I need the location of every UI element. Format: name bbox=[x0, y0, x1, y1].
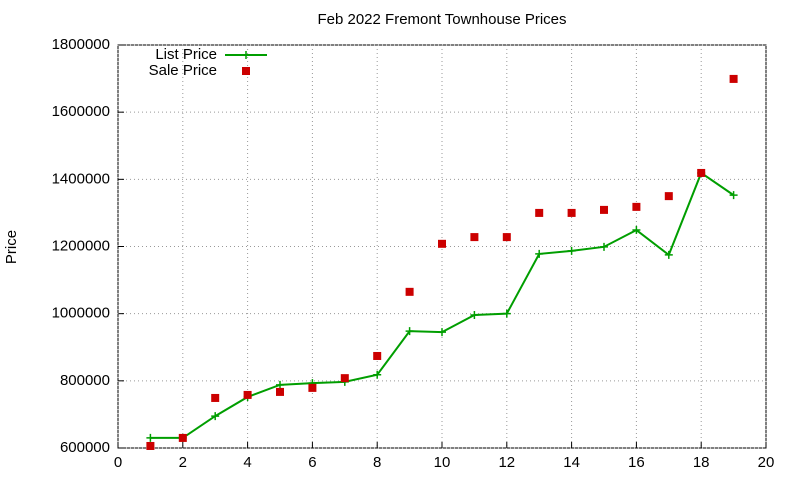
data-point bbox=[664, 192, 673, 201]
y-tick-label: 600000 bbox=[60, 439, 110, 456]
data-point bbox=[146, 441, 155, 450]
data-point bbox=[373, 351, 382, 360]
data-point bbox=[632, 202, 641, 211]
data-point bbox=[211, 393, 220, 402]
data-point bbox=[211, 412, 220, 421]
chart-title: Feb 2022 Fremont Townhouse Prices bbox=[317, 11, 566, 28]
y-tick-label: 1800000 bbox=[52, 36, 110, 53]
legend-label: Sale Price bbox=[149, 62, 217, 79]
data-point bbox=[276, 380, 284, 389]
x-tick-label: 18 bbox=[693, 454, 710, 471]
data-point bbox=[729, 191, 738, 200]
data-point bbox=[438, 239, 446, 248]
y-axis-label: Price bbox=[3, 230, 20, 264]
y-tick-label: 1400000 bbox=[52, 170, 110, 187]
legend-label: List Price bbox=[155, 46, 217, 63]
data-point bbox=[697, 168, 706, 177]
data-point bbox=[470, 233, 479, 242]
data-point bbox=[308, 383, 317, 392]
data-point bbox=[146, 433, 155, 442]
x-tick-label: 0 bbox=[114, 454, 122, 471]
x-tick-label: 10 bbox=[434, 454, 451, 471]
data-point bbox=[438, 328, 446, 337]
legend-marker bbox=[242, 67, 250, 75]
data-point bbox=[373, 370, 382, 379]
y-tick-label: 1000000 bbox=[52, 305, 110, 322]
y-tick-label: 1600000 bbox=[52, 103, 110, 120]
data-point bbox=[632, 226, 641, 235]
x-tick-label: 2 bbox=[179, 454, 187, 471]
data-point bbox=[502, 309, 511, 318]
data-point bbox=[535, 249, 544, 258]
x-tick-label: 12 bbox=[498, 454, 515, 471]
x-tick-label: 6 bbox=[308, 454, 316, 471]
data-point bbox=[535, 208, 544, 217]
x-tick-label: 8 bbox=[373, 454, 381, 471]
x-tick-label: 4 bbox=[243, 454, 251, 471]
data-point bbox=[600, 242, 608, 251]
legend-marker bbox=[242, 51, 250, 59]
data-point bbox=[567, 246, 576, 255]
data-point bbox=[502, 233, 511, 242]
data-point bbox=[567, 208, 576, 217]
data-point bbox=[470, 311, 479, 320]
data-point bbox=[405, 327, 414, 336]
data-point bbox=[664, 250, 673, 259]
data-point bbox=[276, 387, 284, 396]
x-tick-label: 20 bbox=[758, 454, 775, 471]
y-tick-label: 1200000 bbox=[52, 237, 110, 254]
data-point bbox=[600, 205, 608, 214]
data-point bbox=[178, 433, 187, 442]
data-point bbox=[340, 374, 349, 383]
y-tick-label: 800000 bbox=[60, 372, 110, 389]
data-point bbox=[405, 287, 414, 296]
data-point bbox=[729, 74, 738, 83]
x-tick-label: 16 bbox=[628, 454, 645, 471]
x-tick-label: 14 bbox=[563, 454, 580, 471]
data-point bbox=[243, 390, 252, 399]
